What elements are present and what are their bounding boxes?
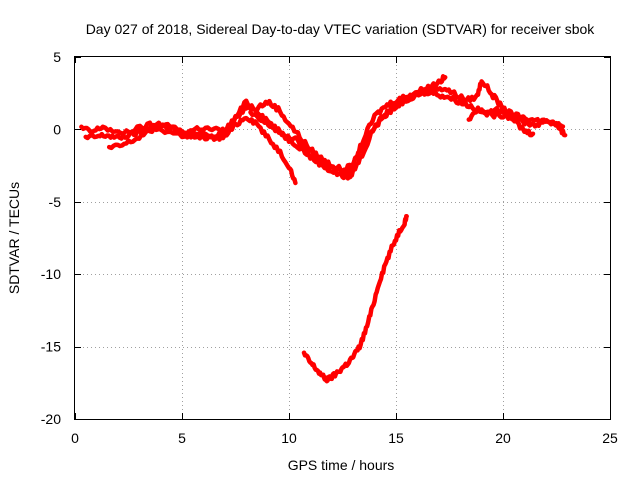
y-tick-label: 5 bbox=[53, 49, 61, 65]
chart-title: Day 027 of 2018, Sidereal Day-to-day VTE… bbox=[86, 21, 596, 37]
plot-frame bbox=[74, 56, 611, 420]
y-tick-label: -5 bbox=[49, 194, 62, 210]
series-line-arc-a bbox=[79, 115, 298, 186]
x-axis-label: GPS time / hours bbox=[288, 457, 395, 473]
y-tick-label: -20 bbox=[41, 411, 61, 427]
series-line-arc-e bbox=[466, 106, 568, 138]
x-tick-label: 5 bbox=[178, 430, 186, 446]
series-line-arc-d bbox=[248, 79, 536, 177]
series-line-arc-f bbox=[301, 214, 409, 384]
grid bbox=[75, 57, 610, 419]
y-tick-label: -10 bbox=[41, 266, 61, 282]
x-tick-label: 20 bbox=[495, 430, 511, 446]
x-tick-label: 15 bbox=[388, 430, 404, 446]
y-axis-label: SDTVAR / TECUs bbox=[6, 182, 22, 294]
x-tick-label: 0 bbox=[71, 430, 79, 446]
y-tick-label: 0 bbox=[53, 121, 61, 137]
y-tick-label: -15 bbox=[41, 339, 61, 355]
x-tick-label: 25 bbox=[602, 430, 618, 446]
data-series bbox=[79, 74, 568, 384]
x-tick-label: 10 bbox=[281, 430, 297, 446]
series-line-arc-c bbox=[106, 88, 566, 181]
axis-ticks: 0 5 10 15 20 25 -20 -15 -10 -5 0 5 bbox=[41, 49, 618, 446]
